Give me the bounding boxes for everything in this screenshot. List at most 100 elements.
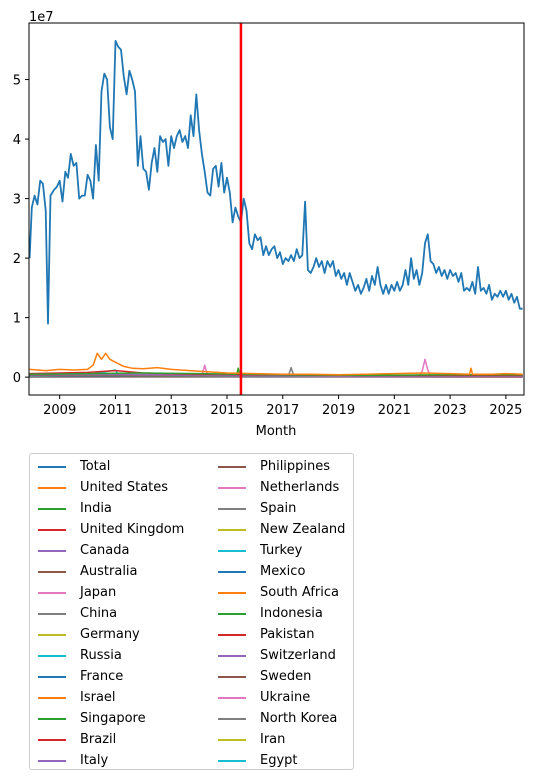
legend-swatch [38, 759, 66, 762]
legend-label: Philippines [260, 459, 331, 474]
legend-item: Russia [38, 645, 122, 666]
legend-swatch [218, 717, 246, 720]
legend-item: Mexico [218, 561, 305, 582]
legend-swatch [38, 507, 66, 510]
legend-swatch [38, 570, 66, 573]
x-tick-label: 2023 [434, 403, 467, 418]
series-line-india [29, 367, 523, 377]
y-scale-label: 1e7 [29, 10, 54, 25]
series-line-total [28, 40, 523, 325]
legend-item: Iran [218, 729, 285, 750]
legend-label: Total [80, 459, 111, 474]
legend-item: France [38, 666, 123, 687]
x-tick-label: 2015 [210, 403, 243, 418]
x-tick-label: 2011 [99, 403, 132, 418]
legend-swatch [218, 570, 246, 573]
legend-swatch [218, 696, 246, 699]
legend-swatch [38, 675, 66, 678]
legend-swatch [38, 696, 66, 699]
legend-swatch [218, 633, 246, 636]
legend-swatch [38, 612, 66, 615]
legend-label: China [80, 606, 118, 621]
legend-item: Ukraine [218, 687, 310, 708]
legend-item: Singapore [38, 708, 146, 729]
legend-item: Australia [38, 561, 138, 582]
legend-label: Germany [80, 627, 140, 642]
legend-item: Israel [38, 687, 116, 708]
legend-swatch [218, 738, 246, 741]
x-tick-label: 2013 [155, 403, 188, 418]
x-tick-label: 2009 [43, 403, 76, 418]
series-line-united-states [29, 352, 523, 376]
legend-item: Egypt [218, 750, 298, 771]
legend-swatch [38, 654, 66, 657]
legend-label: Mexico [260, 564, 306, 579]
x-tick-label: 2021 [378, 403, 411, 418]
y-tick-label: 0 [13, 371, 21, 386]
legend-label: Australia [80, 564, 138, 579]
legend-item: India [38, 498, 112, 519]
legend-swatch [218, 486, 246, 489]
legend-label: Spain [260, 501, 297, 516]
legend-label: New Zealand [260, 522, 346, 537]
y-tick-label: 3 [13, 193, 21, 208]
legend-item: Pakistan [218, 624, 314, 645]
y-tick-label: 4 [13, 133, 21, 148]
legend-item: United States [38, 477, 168, 498]
legend-swatch [218, 759, 246, 762]
x-axis: 2009 2011 2013 2015 2017 2019 2021 2023 2025 [43, 395, 522, 418]
legend-item: Germany [38, 624, 140, 645]
legend-label: Turkey [260, 543, 303, 558]
legend-item: Brazil [38, 729, 116, 750]
legend-label: Brazil [80, 732, 117, 747]
legend-item: North Korea [218, 708, 337, 729]
x-tick-label: 2025 [489, 403, 522, 418]
legend-label: Switzerland [260, 648, 336, 663]
legend-swatch [218, 465, 246, 468]
legend-label: Japan [80, 585, 117, 600]
legend: Total United States India United Kingdom Can… [29, 453, 354, 770]
x-tick-label: 2019 [322, 403, 355, 418]
x-axis-label: Month [256, 424, 297, 439]
legend-label: Singapore [80, 711, 146, 726]
legend-label: Ukraine [260, 690, 311, 705]
axes-frame [28, 22, 525, 396]
legend-label: Pakistan [260, 627, 315, 642]
y-tick-label: 5 [13, 74, 21, 89]
legend-item: Indonesia [218, 603, 323, 624]
legend-swatch [38, 633, 66, 636]
legend-label: North Korea [260, 711, 338, 726]
legend-label: France [80, 669, 124, 684]
legend-item: New Zealand [218, 519, 345, 540]
legend-label: Iran [260, 732, 286, 747]
legend-label: Indonesia [260, 606, 323, 621]
legend-swatch [218, 591, 246, 594]
line-chart: 2009 2011 2013 2015 2017 2019 2021 2023 2025 0 1 2… [13, 10, 525, 439]
y-tick-label: 1 [13, 312, 21, 327]
legend-item: Canada [38, 540, 129, 561]
legend-label: Israel [80, 690, 116, 705]
legend-item: Total [38, 456, 110, 477]
legend-swatch [218, 549, 246, 552]
x-tick-label: 2017 [266, 403, 299, 418]
legend-swatch [38, 717, 66, 720]
legend-item: United Kingdom [38, 519, 184, 540]
legend-item: Philippines [218, 456, 330, 477]
y-tick-label: 2 [13, 252, 21, 267]
legend-swatch [38, 738, 66, 741]
legend-label: Canada [80, 543, 130, 558]
legend-swatch [218, 654, 246, 657]
legend-swatch [218, 528, 246, 531]
legend-item: Switzerland [218, 645, 336, 666]
legend-item: Italy [38, 750, 108, 771]
legend-label: Russia [80, 648, 122, 663]
legend-item: Sweden [218, 666, 311, 687]
legend-swatch [38, 465, 66, 468]
legend-label: Sweden [260, 669, 312, 684]
legend-label: United States [80, 480, 169, 495]
legend-item: Netherlands [218, 477, 339, 498]
legend-swatch [218, 675, 246, 678]
legend-label: India [80, 501, 112, 516]
legend-swatch [38, 528, 66, 531]
legend-label: South Africa [260, 585, 339, 600]
